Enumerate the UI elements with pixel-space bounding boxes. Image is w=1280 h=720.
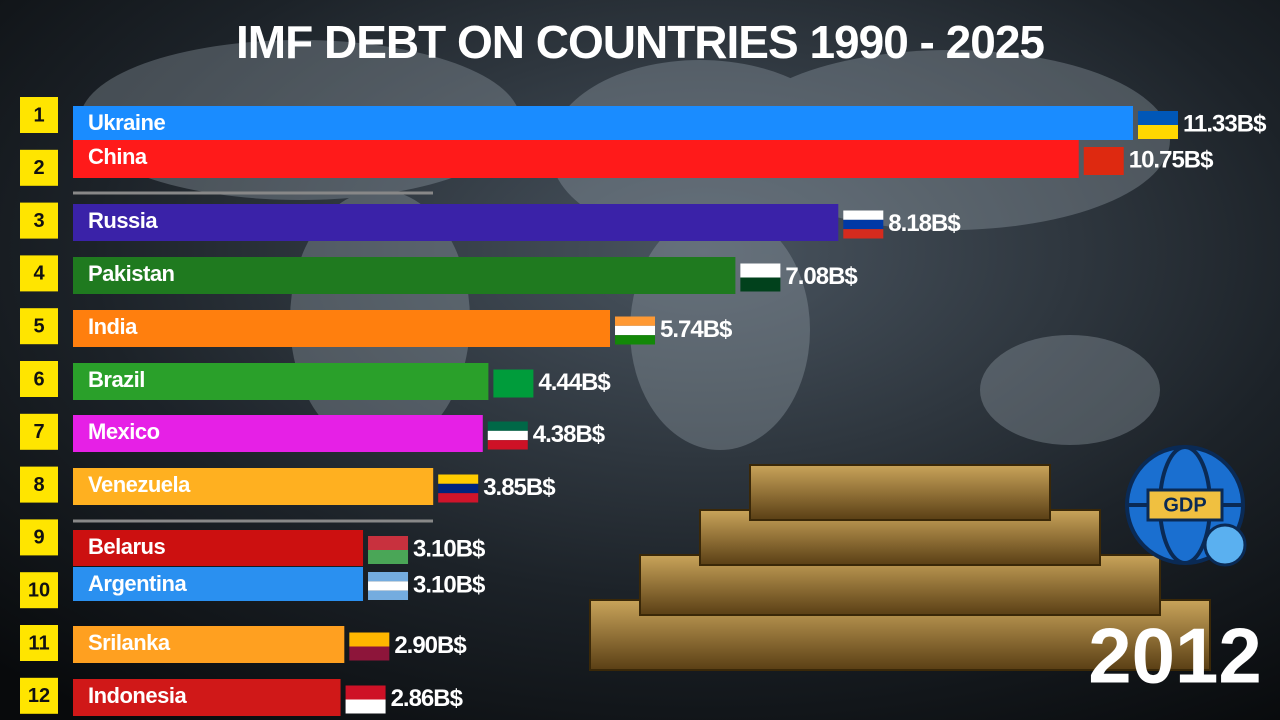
flag	[487, 430, 528, 441]
flag	[345, 685, 386, 700]
rank-label: 5	[33, 315, 44, 337]
bar	[73, 530, 364, 566]
flag	[368, 572, 409, 582]
value-label: 3.85B$	[483, 474, 556, 501]
rank-label: 12	[28, 685, 50, 707]
flag	[493, 383, 534, 398]
flag	[368, 581, 409, 591]
bar-name: India	[88, 314, 138, 339]
rank-label: 7	[33, 421, 44, 443]
bar-name: Brazil	[88, 367, 145, 392]
value-label: 7.08B$	[785, 263, 858, 290]
bar-name: Srilanka	[88, 630, 171, 655]
bar	[73, 257, 736, 294]
bar-name: Venezuela	[88, 472, 191, 497]
flag	[740, 263, 781, 278]
rank-box	[20, 466, 58, 503]
rank-box	[20, 625, 58, 661]
bar-name: Argentina	[88, 571, 187, 596]
flag	[1083, 161, 1124, 175]
bar	[73, 204, 839, 241]
rank-label: 6	[33, 368, 44, 390]
flag	[1138, 111, 1178, 125]
flag	[615, 335, 656, 345]
flag	[349, 646, 390, 661]
flag	[368, 536, 409, 550]
bar	[73, 106, 1133, 140]
value-label: 11.33B$	[1183, 110, 1267, 137]
rank-box	[20, 677, 58, 714]
bar	[73, 363, 489, 400]
year-label: 2012	[1088, 612, 1262, 700]
bar-name: Indonesia	[88, 683, 187, 708]
bar	[73, 140, 1079, 178]
rank-box	[20, 413, 58, 450]
flag	[843, 229, 884, 239]
rank-label: 11	[28, 632, 49, 654]
bar-name: Pakistan	[88, 261, 175, 286]
flag	[368, 550, 409, 564]
bar-name: Mexico	[88, 419, 160, 444]
gold-bars	[589, 464, 1211, 671]
value-label: 8.18B$	[888, 210, 961, 237]
value-label: 4.44B$	[538, 369, 611, 396]
rank-box	[20, 519, 58, 556]
value-label: 3.10B$	[413, 535, 486, 562]
flag	[843, 210, 884, 220]
bar	[73, 567, 364, 601]
flag	[438, 493, 479, 503]
value-label: 2.86B$	[391, 685, 464, 712]
flag	[843, 219, 884, 230]
rank-box	[20, 97, 58, 133]
rank-box	[20, 149, 58, 186]
value-label: 3.10B$	[413, 571, 486, 598]
rank-label: 4	[33, 263, 45, 285]
value-label: 5.74B$	[660, 316, 733, 343]
gdp-icon: GDP	[1125, 445, 1247, 567]
bar-name: Ukraine	[88, 110, 165, 135]
rank-label: 9	[33, 527, 44, 549]
rank-label: 1	[33, 104, 44, 126]
bar	[73, 468, 434, 505]
chart-title: IMF DEBT ON COUNTRIES 1990 - 2025	[236, 16, 1044, 68]
value-label: 10.75B$	[1129, 146, 1214, 173]
rank-box	[20, 308, 58, 345]
flag	[438, 483, 479, 494]
flag	[615, 316, 656, 326]
rank-label: 10	[28, 579, 50, 601]
flag	[368, 590, 409, 600]
flag	[487, 440, 528, 450]
value-label: 2.90B$	[394, 632, 467, 659]
rank-box	[20, 572, 58, 609]
flag	[349, 632, 390, 647]
value-label: 4.38B$	[533, 421, 606, 448]
flag	[615, 325, 656, 336]
bar-name: Belarus	[88, 534, 165, 559]
flag	[1083, 147, 1124, 161]
flag	[1138, 125, 1178, 139]
bar	[73, 679, 341, 716]
rank-label: 3	[33, 210, 44, 232]
rank-label: 8	[33, 474, 44, 496]
rank-box	[20, 255, 58, 292]
bar-name: Russia	[88, 208, 158, 233]
bar	[73, 310, 611, 347]
icon-label: GDP	[1163, 494, 1206, 516]
bar	[73, 415, 483, 452]
bar-name: China	[88, 144, 148, 169]
rank-label: 2	[33, 157, 44, 179]
flag	[438, 474, 479, 484]
bar	[73, 626, 345, 663]
flag	[487, 421, 528, 431]
rank-box	[20, 202, 58, 239]
flag	[493, 369, 534, 384]
rank-box	[20, 361, 58, 397]
flag	[740, 277, 781, 292]
flag	[345, 699, 386, 714]
